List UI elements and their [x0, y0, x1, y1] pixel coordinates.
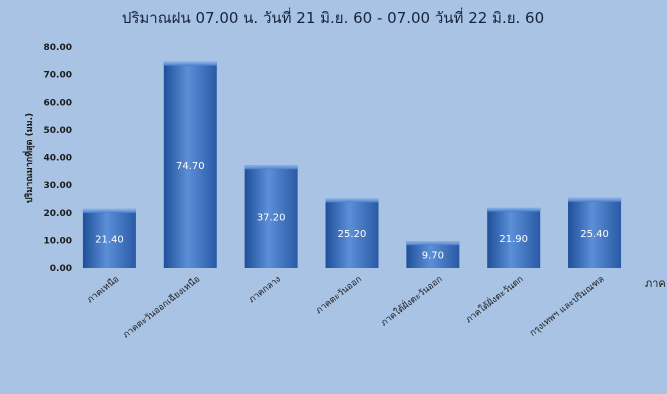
y-tick-label: 50.00: [44, 126, 72, 136]
category-label: กรุงเทพฯ และปริมณฑล: [528, 274, 607, 339]
y-tick-label: 40.00: [44, 154, 72, 164]
chart-title: ปริมาณฝน 07.00 น. วันที่ 21 มิ.ย. 60 - 0…: [122, 7, 544, 27]
category-label: ภาคใต้ฝั่งตะวันตก: [462, 272, 525, 325]
bar-top-cap: [82, 208, 136, 213]
category-label: ภาคตะวันออก: [314, 274, 364, 316]
bar: [244, 165, 298, 268]
y-axis-label: ปริมาณมากที่สุด (มม.): [22, 113, 35, 203]
y-tick-label: 20.00: [44, 209, 72, 219]
y-tick-label: 80.00: [44, 43, 72, 53]
bar: [568, 197, 622, 268]
category-labels: ภาคเหนือ ภาคตะวันออกเฉียงเหนือ ภาคกลาง ภาคต…: [85, 272, 607, 340]
data-label: 37.20: [257, 213, 286, 224]
x-axis-label: ภาค: [645, 277, 666, 290]
data-label: 74.70: [176, 161, 205, 172]
category-label: ภาคกลาง: [247, 274, 283, 305]
y-axis-ticks: 0.00 10.00 20.00 30.00 40.00 50.00 60.00 70.00 8…: [44, 43, 72, 274]
data-label: 21.40: [95, 234, 124, 245]
bar-top-cap: [163, 61, 217, 66]
data-label: 25.20: [338, 229, 367, 240]
category-label: ภาคตะวันออกเฉียงเหนือ: [121, 274, 202, 341]
bar-top-cap: [406, 241, 460, 246]
bar: [406, 241, 460, 268]
bar-top-cap: [325, 198, 379, 203]
bar-top-cap: [568, 197, 622, 202]
bar: [325, 198, 379, 268]
bar: [487, 207, 541, 268]
data-label: 21.90: [499, 234, 528, 245]
bar: [163, 61, 217, 268]
bar-top-cap: [487, 207, 541, 212]
category-label: ภาคใต้ฝั่งตะวันออก: [378, 272, 445, 328]
y-tick-label: 70.00: [44, 71, 72, 81]
data-label: 25.40: [580, 229, 609, 240]
data-label: 9.70: [422, 251, 444, 262]
y-tick-label: 60.00: [44, 98, 72, 108]
bar: [82, 208, 136, 268]
bar-top-cap: [244, 165, 298, 170]
category-label: ภาคเหนือ: [85, 274, 121, 306]
y-tick-label: 30.00: [44, 181, 72, 191]
y-tick-label: 10.00: [44, 236, 72, 246]
bars-group: 21.40 74.70 37.20 25.20 9.70 21.90 25.40: [82, 61, 622, 268]
y-tick-label: 0.00: [50, 264, 72, 274]
